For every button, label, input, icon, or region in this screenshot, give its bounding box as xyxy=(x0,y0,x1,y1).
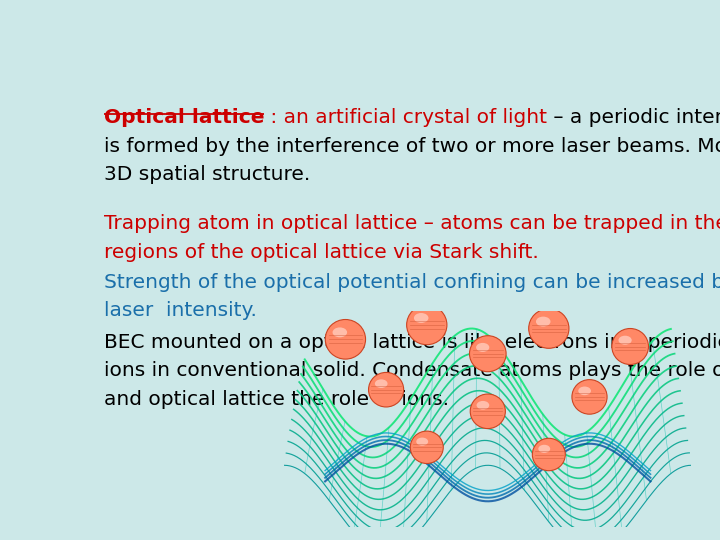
Text: 3D spatial structure.: 3D spatial structure. xyxy=(104,165,310,184)
Text: ions in conventional solid. Condensate atoms plays the role of electrons: ions in conventional solid. Condensate a… xyxy=(104,361,720,380)
Ellipse shape xyxy=(469,336,506,372)
Text: – a periodic intensity pattern that: – a periodic intensity pattern that xyxy=(547,109,720,127)
Text: and optical lattice the role of ions.: and optical lattice the role of ions. xyxy=(104,389,449,409)
Ellipse shape xyxy=(572,380,607,414)
Ellipse shape xyxy=(476,343,490,352)
Ellipse shape xyxy=(532,438,565,471)
Ellipse shape xyxy=(410,431,444,463)
Ellipse shape xyxy=(612,328,649,364)
Text: : an artificial crystal of light: : an artificial crystal of light xyxy=(264,109,547,127)
Ellipse shape xyxy=(477,401,490,409)
Ellipse shape xyxy=(470,394,505,429)
Text: Trapping atom in optical lattice – atoms can be trapped in the bright or dark: Trapping atom in optical lattice – atoms… xyxy=(104,214,720,233)
Ellipse shape xyxy=(414,313,428,323)
Ellipse shape xyxy=(369,373,404,407)
Ellipse shape xyxy=(536,316,551,327)
Ellipse shape xyxy=(618,336,631,345)
Text: regions of the optical lattice via Stark shift.: regions of the optical lattice via Stark… xyxy=(104,243,539,262)
Ellipse shape xyxy=(416,437,428,446)
Ellipse shape xyxy=(528,309,569,348)
Text: is formed by the interference of two or more laser beams. More lasers give: is formed by the interference of two or … xyxy=(104,137,720,156)
Ellipse shape xyxy=(407,305,447,345)
Ellipse shape xyxy=(325,320,366,359)
Ellipse shape xyxy=(539,445,550,453)
Text: Strength of the optical potential confining can be increased by increasing: Strength of the optical potential confin… xyxy=(104,273,720,292)
Text: BEC mounted on a optical lattice is like electrons in a periodic potential of: BEC mounted on a optical lattice is like… xyxy=(104,333,720,352)
Text: laser  intensity.: laser intensity. xyxy=(104,301,257,320)
Text: Optical lattice: Optical lattice xyxy=(104,109,264,127)
Ellipse shape xyxy=(333,327,347,338)
Ellipse shape xyxy=(375,379,387,388)
Ellipse shape xyxy=(578,387,591,395)
